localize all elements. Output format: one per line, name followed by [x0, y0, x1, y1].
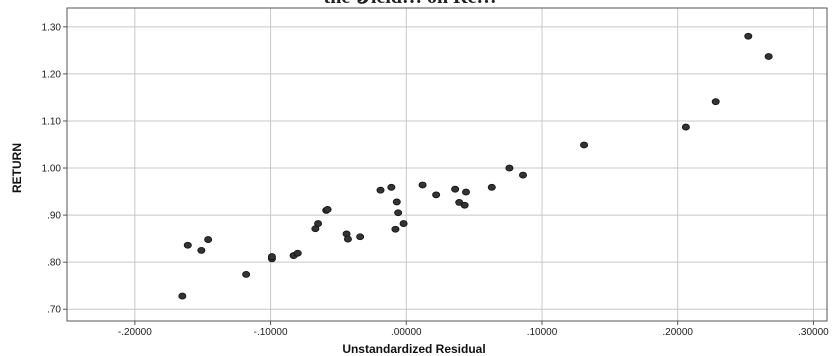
y-axis-ticks: .70 .80 .90 1.00 1.10 1.20 1.30 — [42, 22, 67, 316]
x-tick-label: .30000 — [798, 327, 829, 338]
data-point — [487, 183, 496, 191]
data-point — [432, 191, 441, 199]
data-point — [387, 183, 396, 191]
data-point — [744, 32, 753, 40]
data-point — [505, 164, 514, 172]
x-tick-label: -.20000 — [118, 327, 152, 338]
data-point — [711, 98, 720, 106]
data-point — [392, 198, 401, 206]
plot-frame — [66, 7, 828, 322]
data-point — [323, 206, 332, 213]
data-point — [394, 209, 403, 217]
x-tick-label: .10000 — [527, 327, 558, 338]
data-point — [242, 271, 251, 278]
y-tick-label: .80 — [47, 258, 61, 269]
grid-lines — [67, 8, 827, 321]
chart-title-clipped: the 𝓨ield… on Re… — [324, 0, 497, 8]
y-tick-label: 1.30 — [42, 22, 62, 33]
data-point — [183, 241, 192, 249]
data-point — [391, 225, 400, 233]
x-axis-title: Unstandardized Residual — [342, 342, 485, 356]
data-point — [343, 235, 352, 243]
data-point — [451, 185, 460, 193]
y-tick-label: 1.20 — [42, 69, 62, 80]
y-axis-title: RETURN — [10, 143, 24, 193]
data-point — [399, 220, 408, 227]
data-point — [267, 253, 276, 260]
data-point — [681, 123, 690, 131]
x-tick-label: .20000 — [662, 327, 693, 338]
data-point — [356, 233, 365, 241]
data-point — [204, 236, 213, 243]
data-point — [461, 188, 470, 196]
x-tick-label: -.10000 — [254, 327, 288, 338]
data-point — [460, 201, 469, 209]
data-point — [314, 220, 323, 227]
data-point — [580, 141, 589, 149]
x-axis-ticks: -.20000 -.10000 .00000 .10000 .20000 .30000 — [118, 321, 829, 338]
x-tick-label: .00000 — [391, 327, 422, 338]
data-point — [418, 181, 427, 189]
y-tick-label: .70 — [47, 305, 61, 316]
data-point — [293, 249, 302, 257]
data-points — [178, 32, 773, 300]
y-tick-label: 1.10 — [42, 116, 62, 127]
data-point — [178, 292, 187, 300]
data-point — [764, 53, 773, 60]
y-tick-label: .90 — [47, 211, 61, 222]
data-point — [197, 246, 206, 254]
data-point — [519, 171, 528, 179]
data-point — [376, 186, 385, 194]
y-tick-label: 1.00 — [42, 164, 62, 175]
